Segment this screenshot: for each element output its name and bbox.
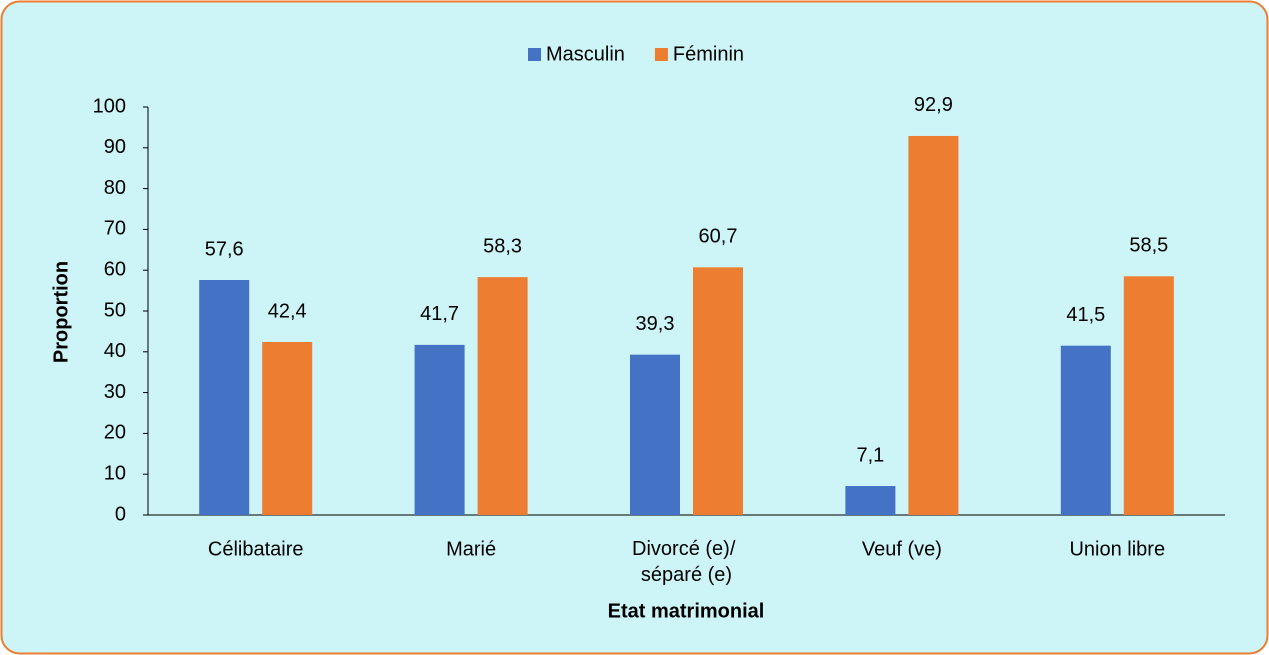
legend-swatch <box>654 48 668 61</box>
value-label: 58,3 <box>483 235 522 257</box>
x-tick-label: Célibataire <box>208 538 304 560</box>
bar <box>414 344 465 515</box>
y-tick-label: 60 <box>104 258 126 280</box>
bar <box>630 354 680 515</box>
x-tick-label: Divorcé (e)/ séparé (e) <box>632 538 741 586</box>
y-tick-label: 30 <box>104 381 126 403</box>
y-tick-label: 40 <box>104 340 126 362</box>
value-label: 60,7 <box>699 226 738 248</box>
bar <box>1060 345 1111 515</box>
bar <box>908 135 959 515</box>
bar <box>262 342 313 515</box>
value-label: 39,3 <box>636 313 675 335</box>
value-label: 92,9 <box>914 94 953 116</box>
y-tick-label: 70 <box>104 218 126 240</box>
value-label: 41,7 <box>420 303 459 325</box>
y-tick-label: 80 <box>104 177 126 199</box>
bar <box>199 279 250 515</box>
value-label: 7,1 <box>856 444 884 466</box>
value-label: 58,5 <box>1129 235 1168 257</box>
x-tick-label: Veuf (ve) <box>862 538 942 560</box>
y-tick-label: 90 <box>104 136 126 158</box>
legend-label: Masculin <box>546 43 625 65</box>
value-label: 57,6 <box>205 238 244 260</box>
bar <box>1123 276 1174 515</box>
legend-swatch <box>528 48 541 61</box>
bar <box>845 486 896 515</box>
y-tick-label: 100 <box>93 95 126 117</box>
value-label: 42,4 <box>268 300 307 322</box>
y-tick-label: 10 <box>104 462 126 484</box>
value-label: 41,5 <box>1066 304 1105 326</box>
y-tick-label: 50 <box>104 299 126 321</box>
legend-label: Féminin <box>673 43 744 65</box>
y-axis-label: Proportion <box>50 261 72 363</box>
x-tick-label: Marié <box>446 538 496 560</box>
bar <box>693 267 743 515</box>
x-axis-label: Etat matrimonial <box>608 600 765 622</box>
y-tick-label: 0 <box>115 503 126 525</box>
bar <box>477 277 528 515</box>
x-tick-label: Union libre <box>1069 538 1165 560</box>
y-tick-label: 20 <box>104 422 126 444</box>
